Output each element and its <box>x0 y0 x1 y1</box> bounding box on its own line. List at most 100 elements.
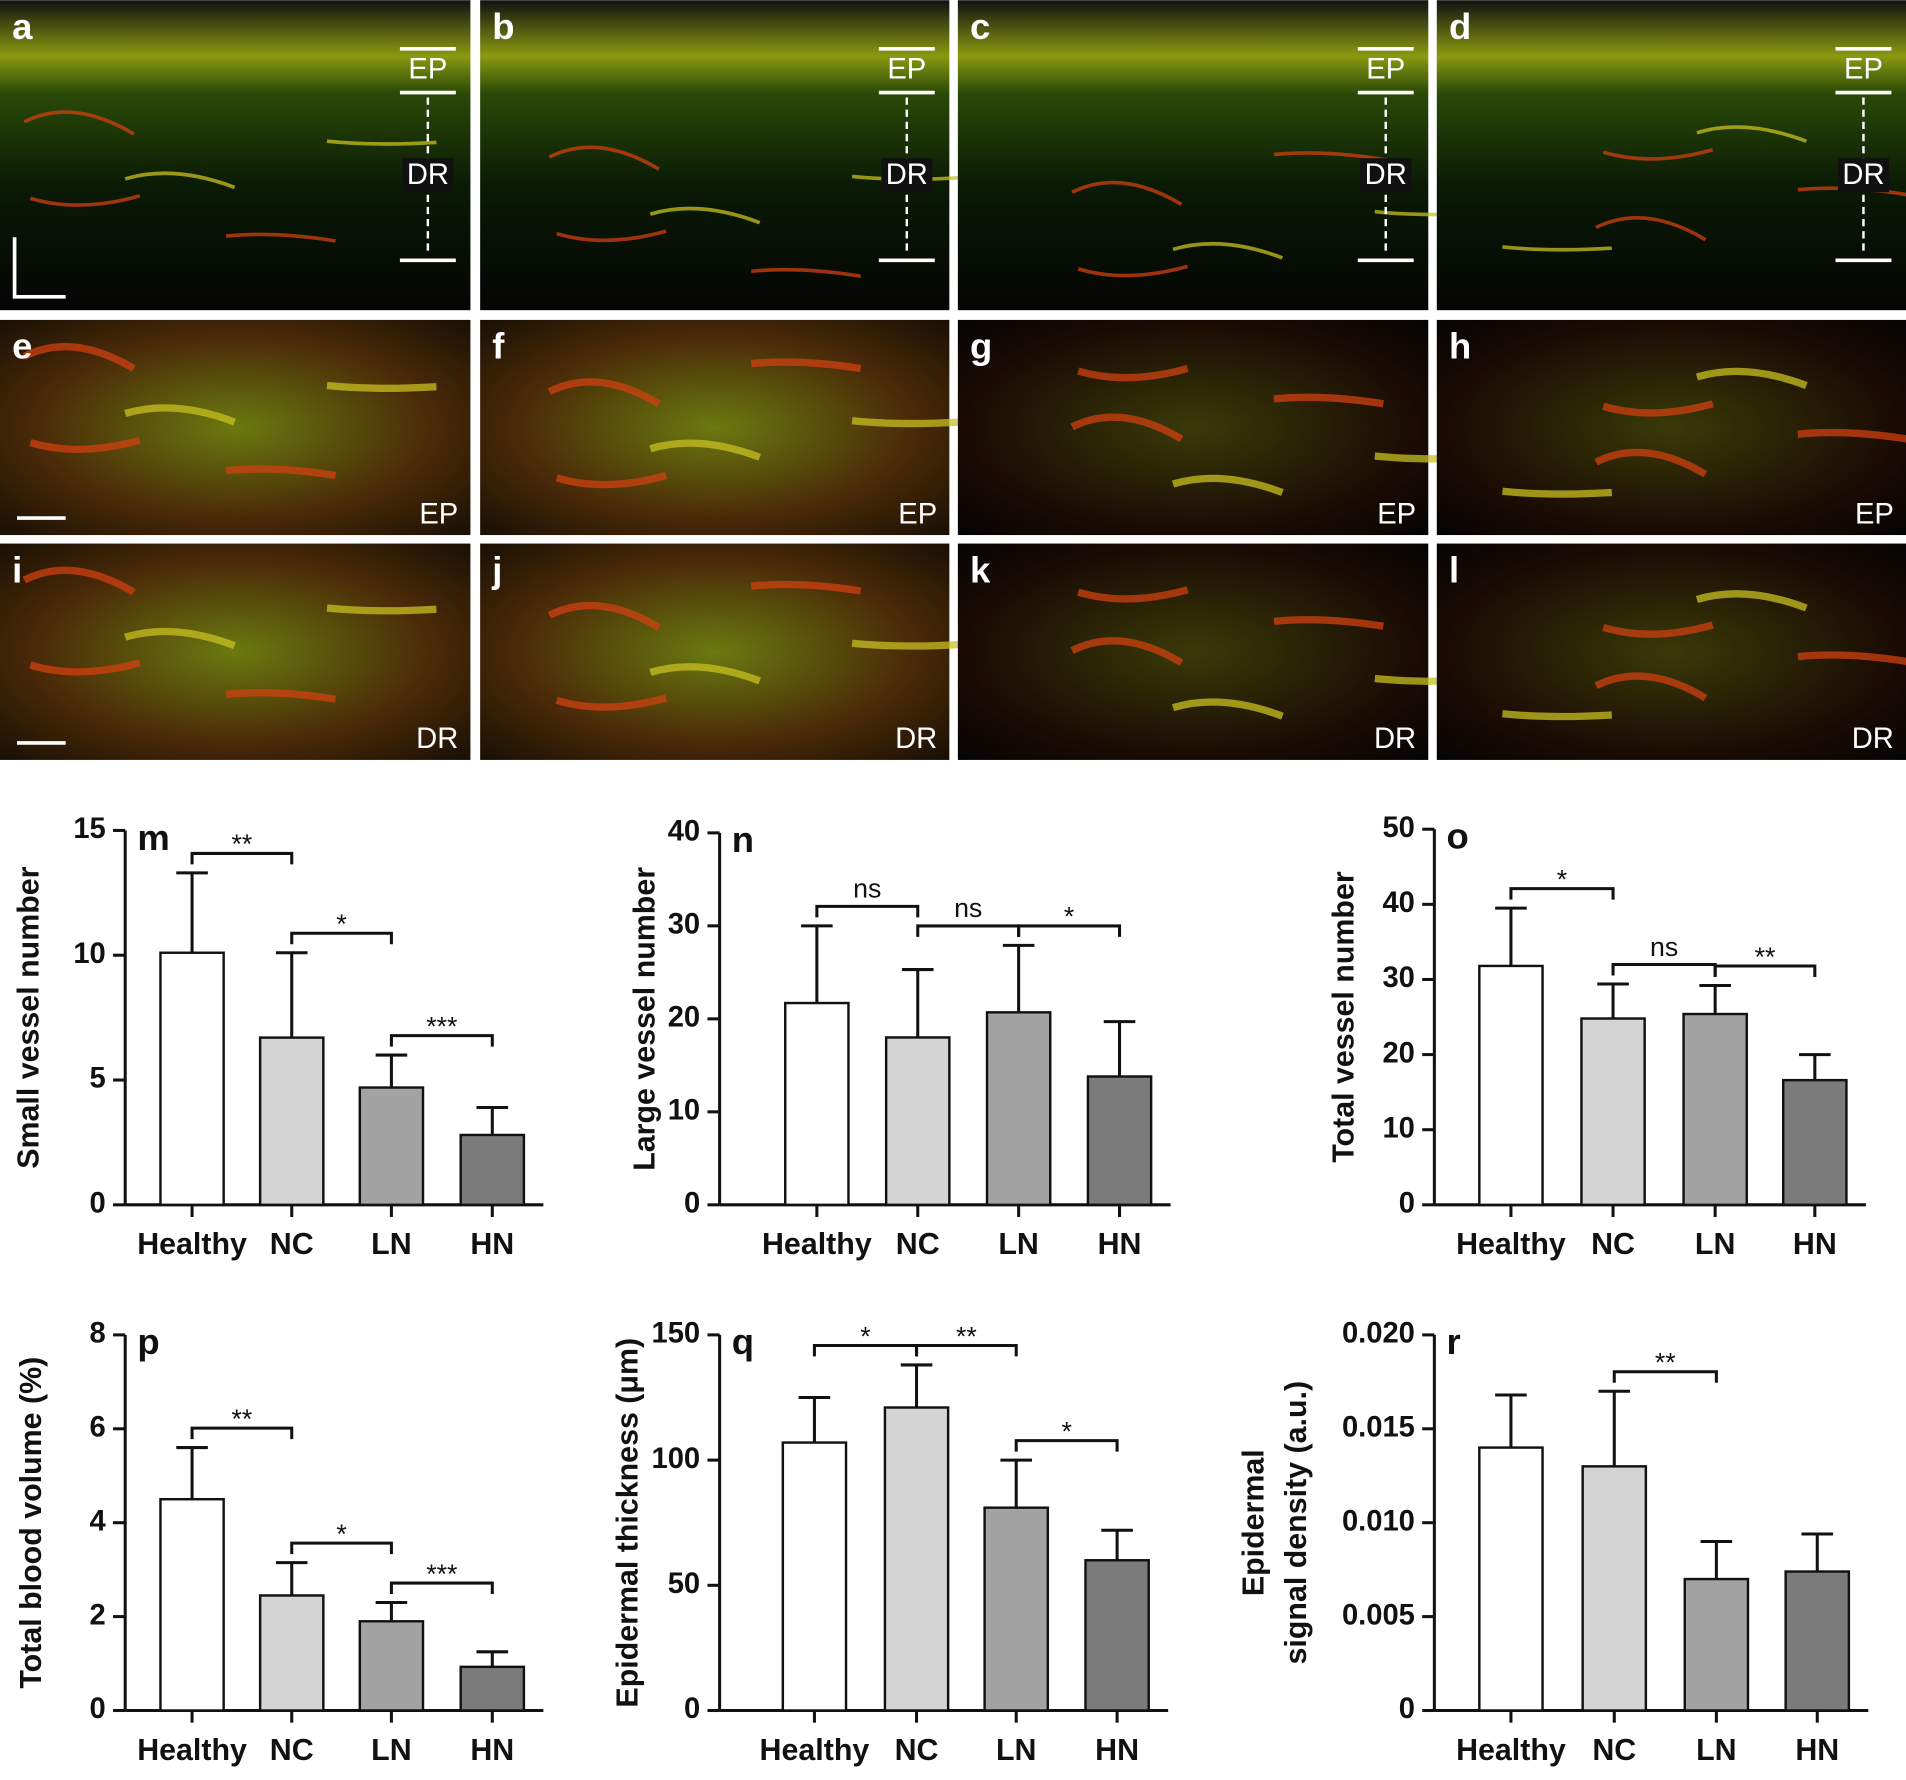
vessel <box>1696 125 1807 143</box>
significance-bracket <box>389 1581 494 1595</box>
significance-label: ** <box>956 1321 977 1351</box>
vessel <box>1070 637 1184 666</box>
layer-label: DR <box>1842 159 1884 191</box>
y-tick-label: 0.015 <box>1342 1412 1415 1444</box>
micrograph <box>0 0 471 311</box>
bar <box>258 1594 325 1712</box>
significance-bracket <box>915 1343 1018 1357</box>
y-tick-label: 30 <box>1382 962 1414 994</box>
vessel <box>1502 487 1613 498</box>
bar <box>358 1620 425 1712</box>
vessel <box>1695 367 1808 389</box>
bar <box>1581 1465 1648 1712</box>
x-tick-label: LN <box>996 1733 1036 1767</box>
vessel <box>124 627 236 650</box>
x-tick-label: HN <box>470 1227 514 1261</box>
y-tick-label: 30 <box>668 909 700 941</box>
vessel <box>1071 180 1183 206</box>
significance-label: * <box>860 1321 870 1351</box>
vessel <box>23 110 135 136</box>
micrograph <box>480 319 950 536</box>
panel-label: f <box>492 326 505 367</box>
x-tick-label: HN <box>470 1733 514 1767</box>
layer-label: EP <box>419 498 458 530</box>
vessel <box>556 229 667 243</box>
label-bg <box>402 158 454 193</box>
significance-bracket <box>1509 887 1615 900</box>
vessel <box>326 381 437 392</box>
x-tick-label: LN <box>371 1227 411 1261</box>
significance-bracket <box>1612 1370 1718 1383</box>
significance-bracket <box>190 1426 294 1440</box>
panel-label: i <box>12 549 22 590</box>
vessel <box>1594 448 1708 478</box>
y-axis-label: Epidermal thickness (μm) <box>611 1338 645 1708</box>
y-tick-label: 0 <box>684 1693 700 1725</box>
x-tick-label: HN <box>1098 1227 1142 1261</box>
vessel <box>225 465 337 480</box>
x-tick-label: LN <box>998 1227 1038 1261</box>
micrograph <box>1436 319 1906 536</box>
vessel <box>649 439 762 461</box>
vessel <box>225 689 337 703</box>
y-tick-label: 0 <box>1399 1188 1415 1220</box>
bar <box>1580 1017 1646 1207</box>
significance-bracket <box>190 851 294 865</box>
y-tick-label: 0 <box>90 1693 106 1725</box>
bar <box>459 1133 526 1207</box>
bar <box>1683 1577 1750 1712</box>
vessel <box>29 194 141 207</box>
y-tick-label: 15 <box>73 813 105 845</box>
panel-label: g <box>970 326 992 367</box>
bar <box>358 1086 425 1207</box>
vessel <box>751 267 861 278</box>
significance-bracket <box>1014 1439 1119 1452</box>
significance-bracket <box>1713 964 1817 977</box>
y-tick-label: 10 <box>1382 1112 1414 1144</box>
vessel <box>1602 621 1714 638</box>
y-tick-label: 0 <box>90 1188 106 1220</box>
x-tick-label: Healthy <box>137 1227 247 1261</box>
x-tick-label: NC <box>1591 1227 1635 1261</box>
vessel <box>326 139 437 146</box>
bar <box>159 1498 225 1712</box>
x-tick-label: Healthy <box>1456 1733 1566 1767</box>
vessel <box>1594 672 1708 702</box>
vessel <box>649 663 762 685</box>
significance-label: * <box>336 1519 346 1549</box>
y-tick-label: 2 <box>90 1599 106 1631</box>
significance-label: * <box>1061 1416 1071 1446</box>
vessel <box>1602 147 1714 161</box>
panel-label: a <box>12 6 33 47</box>
significance-bracket <box>1611 963 1717 976</box>
significance-label: * <box>336 909 346 939</box>
layer-label: DR <box>895 723 937 755</box>
y-tick-label: 40 <box>668 816 700 848</box>
y-tick-label: 50 <box>1382 812 1414 844</box>
bar <box>258 1036 325 1207</box>
x-tick-label: NC <box>896 1227 940 1261</box>
significance-label: * <box>1557 864 1567 894</box>
micrograph <box>1436 0 1906 311</box>
y-tick-label: 50 <box>668 1568 700 1600</box>
significance-label: ** <box>231 1404 252 1434</box>
x-tick-label: LN <box>1696 1733 1737 1767</box>
panel-label: k <box>970 549 991 590</box>
vessel <box>124 404 236 426</box>
panel-label: c <box>970 6 990 47</box>
y-axis-label: Total blood volume (%) <box>14 1357 48 1689</box>
vessel <box>547 601 661 631</box>
panel-label: n <box>732 819 754 860</box>
bar <box>1086 1075 1153 1207</box>
significance-label: *** <box>426 1559 457 1589</box>
x-tick-label: NC <box>1592 1733 1636 1767</box>
x-tick-label: NC <box>270 1227 314 1261</box>
layer-label: EP <box>1377 498 1416 530</box>
panel-label: e <box>12 326 32 367</box>
vessel <box>851 417 962 428</box>
vessel <box>1273 616 1384 630</box>
micrograph <box>957 319 1429 536</box>
significance-label: ns <box>1650 932 1678 962</box>
